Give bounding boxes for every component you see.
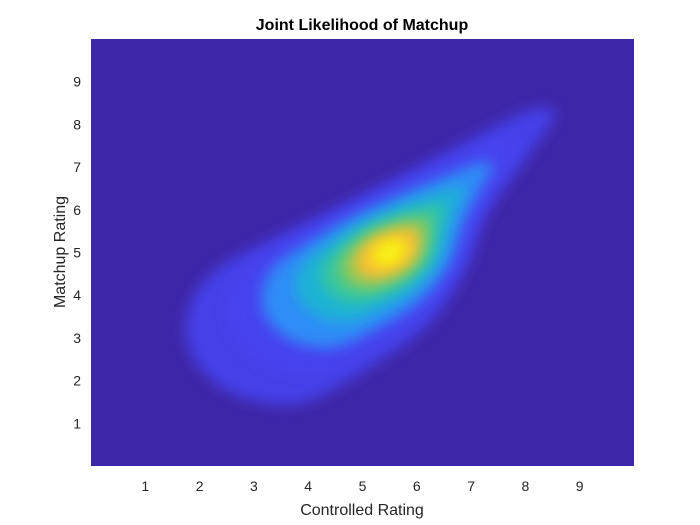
y-tick-label: 6	[73, 202, 81, 218]
density-layer	[185, 107, 556, 406]
y-tick-label: 3	[73, 330, 81, 346]
x-tick-label: 6	[413, 478, 421, 494]
y-tick-label: 8	[73, 116, 81, 132]
x-tick-label: 8	[522, 478, 530, 494]
y-tick-label: 9	[73, 74, 81, 90]
x-tick-label: 1	[141, 478, 149, 494]
x-tick-label: 4	[304, 478, 312, 494]
x-tick-label: 5	[359, 478, 367, 494]
x-tick-labels: 1 2 3 4 5 6 7 8 9	[141, 478, 583, 494]
y-tick-label: 4	[73, 287, 81, 303]
y-tick-label: 7	[73, 159, 81, 175]
density-contour-level-9	[379, 244, 400, 261]
plot-area	[91, 39, 634, 466]
x-axis-label: Controlled Rating	[300, 502, 424, 519]
x-tick-label: 7	[467, 478, 475, 494]
y-axis-label: Matchup Rating	[52, 196, 69, 308]
y-tick-label: 2	[73, 373, 81, 389]
chart-title: Joint Likelihood of Matchup	[256, 17, 469, 34]
x-tick-label: 2	[196, 478, 204, 494]
y-tick-labels: 1 2 3 4 5 6 7 8 9	[73, 74, 81, 432]
x-tick-label: 9	[576, 478, 584, 494]
y-tick-label: 1	[73, 415, 81, 431]
y-tick-label: 5	[73, 245, 81, 261]
x-tick-label: 3	[250, 478, 258, 494]
